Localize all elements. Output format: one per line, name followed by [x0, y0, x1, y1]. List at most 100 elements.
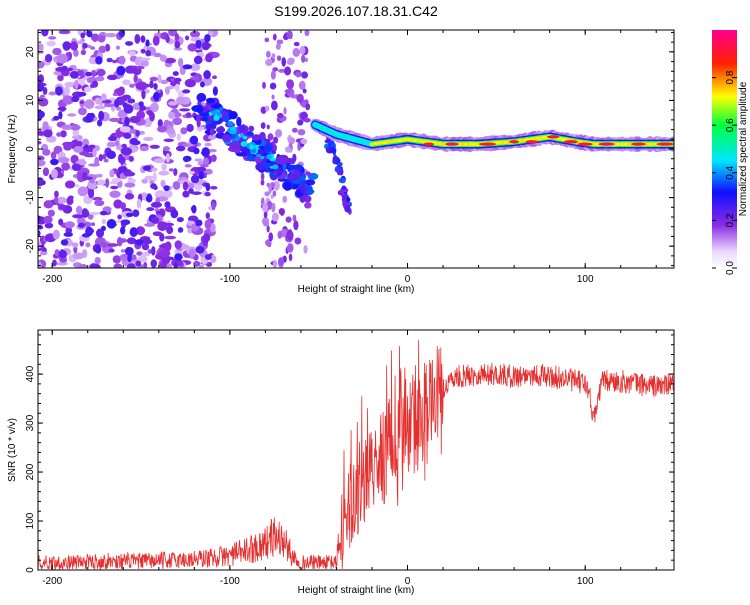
noise-blob [140, 59, 149, 67]
noise-blob [98, 154, 104, 162]
noise-blob [56, 132, 62, 137]
streak-blob [304, 30, 310, 37]
ridge-peak [577, 142, 593, 146]
noise-blob [163, 185, 170, 192]
streak-blob [293, 220, 299, 231]
snr-y-ticks: 0 100 200 300 400 [25, 334, 674, 573]
noise-blob [56, 261, 69, 266]
noise-blob [190, 76, 199, 80]
noise-blob [38, 230, 41, 237]
noise-blob [149, 179, 155, 185]
noise-blob [141, 178, 148, 184]
diagonal-blob [288, 174, 295, 181]
noise-blob [112, 59, 117, 64]
noise-blob [134, 239, 144, 246]
streak-blob [280, 211, 285, 216]
streak-blob [292, 214, 297, 222]
noise-blob [94, 105, 106, 110]
noise-blob [143, 239, 153, 245]
noise-blob [96, 68, 106, 77]
streak-blob [297, 119, 304, 126]
streak-blob [299, 45, 306, 55]
noise-blob [135, 260, 142, 267]
noise-blob [121, 143, 127, 149]
noise-blob [75, 205, 83, 215]
x-tick-label: -200 [42, 274, 62, 285]
noise-blob [124, 193, 135, 200]
noise-blob [57, 74, 64, 82]
noise-blob [152, 231, 163, 237]
ridge-peak [630, 142, 647, 146]
noise-blob [95, 245, 102, 254]
noise-blob [64, 221, 75, 229]
noise-blob [61, 124, 73, 131]
noise-blob [124, 246, 134, 256]
ridge-peak [547, 135, 560, 139]
y-tick-label: -10 [25, 190, 36, 205]
noise-blob [58, 111, 63, 120]
noise-blob [182, 64, 193, 70]
noise-blob [149, 80, 154, 89]
noise-blob [127, 178, 136, 184]
noise-blob [82, 43, 88, 49]
noise-blob [73, 80, 79, 89]
diagonal-blob [238, 124, 244, 133]
streak-blob [268, 232, 274, 242]
noise-blob [116, 65, 126, 76]
noise-blob [168, 30, 178, 37]
noise-blob [84, 144, 89, 150]
noise-blob [114, 140, 120, 146]
noise-blob [113, 263, 123, 268]
noise-blob [168, 101, 178, 106]
streak-blob [287, 57, 295, 64]
diagonal-blob [248, 125, 255, 132]
colorbar-tick-label: 0.2 [725, 213, 736, 227]
noise-blob [164, 235, 177, 240]
diagonal-blob [275, 167, 283, 177]
ridge-peak [478, 142, 497, 146]
noise-blob [193, 147, 200, 155]
noise-blob [78, 107, 87, 116]
noise-blob [123, 132, 132, 139]
streak-blob [286, 243, 294, 253]
noise-blob [182, 181, 189, 191]
noise-blob [58, 30, 71, 35]
noise-blob [38, 225, 44, 230]
noise-blob [204, 191, 211, 197]
streak-blob [302, 88, 307, 94]
noise-blob [164, 57, 176, 64]
noise-blob [204, 219, 212, 230]
noise-blob [126, 237, 137, 245]
ridge-peak [445, 142, 459, 146]
noise-blob [50, 151, 57, 160]
noise-blob [198, 171, 204, 180]
noise-blob [174, 33, 180, 41]
diagonal-blob [196, 92, 207, 103]
noise-blob [38, 60, 45, 69]
streak-blob [269, 82, 277, 90]
noise-blob [174, 40, 181, 49]
noise-blob [175, 145, 186, 152]
streak-blob [282, 195, 288, 203]
noise-blob [201, 41, 210, 51]
noise-blob [141, 89, 146, 100]
noise-blob [96, 119, 103, 127]
noise-blob [119, 202, 127, 210]
colorbar-tick-label: 0.8 [725, 70, 736, 84]
noise-blob [111, 177, 122, 183]
noise-blob [53, 70, 64, 76]
streak-blob [265, 105, 270, 112]
snr-panel: -200 -100 0 100 0 100 200 300 400 Height of str… [7, 329, 675, 596]
noise-blob [172, 71, 179, 76]
noise-blob [157, 74, 162, 84]
noise-blob [120, 219, 131, 226]
noise-blob [38, 110, 45, 119]
noise-blob [184, 164, 192, 168]
noise-blob [59, 258, 68, 263]
noise-blob [77, 30, 82, 36]
streak-blob [286, 79, 294, 90]
noise-blob [85, 242, 91, 248]
noise-blob [198, 264, 205, 268]
